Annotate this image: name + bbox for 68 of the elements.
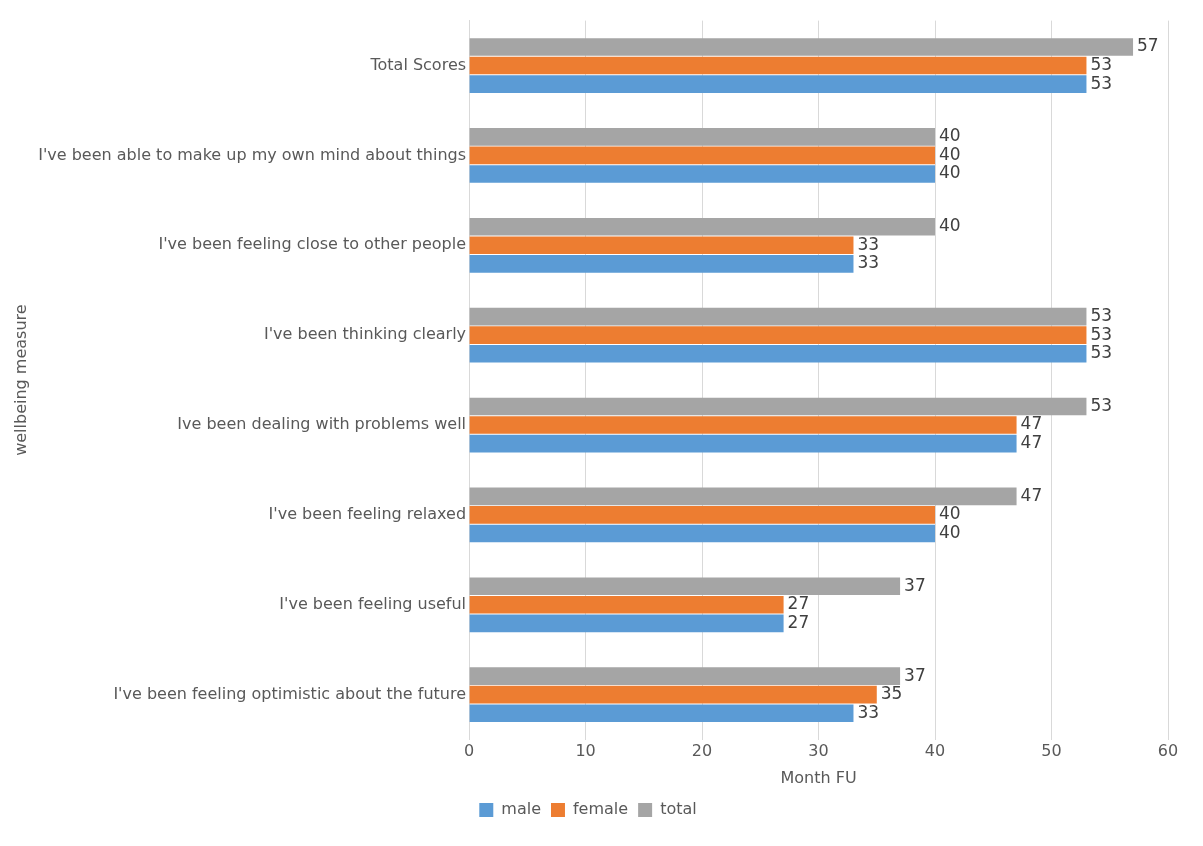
y-tick-label: Total Scores — [369, 54, 467, 74]
data-label: 37 — [904, 664, 926, 685]
y-axis-title: wellbeing measure — [10, 304, 30, 456]
bar — [469, 434, 1017, 453]
x-tick-label: 10 — [575, 741, 596, 761]
bar — [469, 56, 1087, 75]
data-label: 40 — [939, 503, 961, 524]
data-label: 33 — [857, 701, 880, 722]
data-label: 33 — [857, 252, 880, 273]
data-label: 53 — [1090, 72, 1113, 93]
bar — [469, 75, 1087, 93]
bar — [469, 704, 854, 723]
y-tick-label: Ive been dealing with problems well — [177, 414, 467, 434]
bar — [469, 307, 1087, 326]
bar — [469, 524, 936, 543]
data-label: 40 — [939, 125, 961, 146]
bar — [469, 577, 901, 596]
y-tick-label: I've been feeling optimistic about the future — [113, 683, 467, 703]
x-tick-label: 30 — [808, 741, 829, 761]
data-label: 47 — [1020, 413, 1043, 434]
data-label: 53 — [1090, 394, 1113, 415]
data-label: 53 — [1090, 53, 1113, 74]
bar — [469, 146, 936, 165]
data-label: 40 — [939, 162, 961, 183]
data-label: 33 — [857, 233, 880, 254]
bar — [469, 255, 854, 273]
bar — [469, 614, 784, 633]
bar — [469, 236, 854, 255]
x-tick-label: 0 — [463, 741, 475, 761]
bar — [469, 38, 1134, 56]
data-label: 27 — [787, 593, 810, 614]
data-label: 53 — [1090, 342, 1113, 363]
bar — [469, 326, 1087, 344]
bar — [469, 165, 936, 183]
bar — [469, 416, 1017, 434]
data-label: 40 — [939, 215, 961, 236]
bar — [469, 128, 936, 146]
data-label: 40 — [939, 521, 961, 542]
y-tick-label: I've been feeling relaxed — [268, 504, 467, 524]
data-label: 47 — [1020, 484, 1043, 505]
x-tick-label: 40 — [924, 741, 946, 761]
y-tick-label: I've been able to make up my own mind about things — [38, 144, 467, 164]
bar — [469, 397, 1087, 416]
bar — [469, 667, 901, 685]
bar — [469, 487, 1017, 506]
data-label: 53 — [1090, 305, 1113, 326]
legend-label: male — [501, 799, 541, 819]
bar — [469, 685, 877, 704]
x-tick-label: 50 — [1041, 741, 1062, 761]
y-tick-label: I've been feeling close to other people — [158, 234, 467, 254]
data-label: 53 — [1090, 323, 1113, 344]
data-label: 37 — [904, 574, 926, 595]
data-label: 47 — [1020, 432, 1043, 453]
bar — [469, 344, 1087, 363]
bar — [469, 506, 936, 524]
data-label: 35 — [880, 683, 903, 704]
bar — [469, 217, 936, 236]
data-label: 27 — [787, 611, 810, 632]
bar — [469, 595, 784, 614]
legend-label: total — [660, 799, 697, 819]
x-axis-title: Month FU — [780, 767, 857, 787]
data-label: 57 — [1137, 35, 1159, 56]
y-tick-label: I've been feeling useful — [279, 593, 467, 613]
y-tick-label: I've been thinking clearly — [264, 324, 467, 344]
x-tick-label: 20 — [691, 741, 713, 761]
legend-label: female — [572, 799, 629, 819]
x-tick-label: 60 — [1157, 741, 1179, 761]
data-label: 40 — [939, 143, 961, 164]
